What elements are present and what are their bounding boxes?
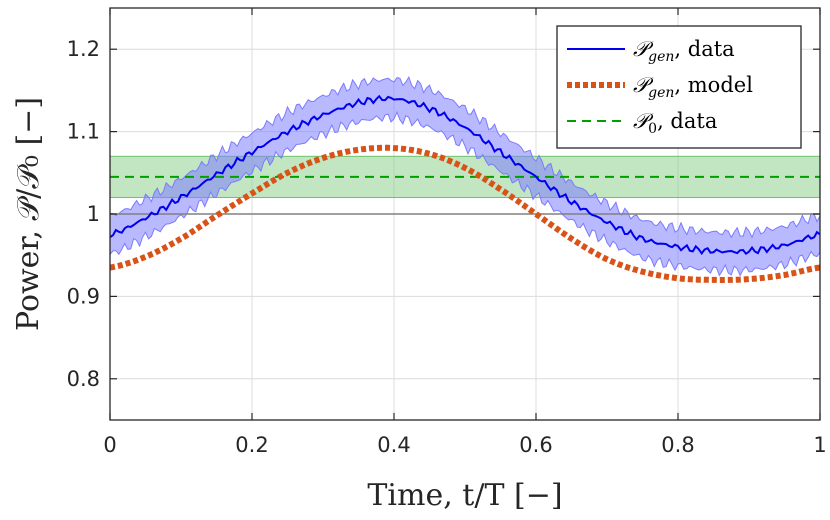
y-tick-label: 0.9 — [67, 284, 100, 308]
y-tick-label: 1 — [87, 202, 100, 226]
legend-box — [556, 25, 802, 149]
series-line-pgen-data — [109, 94, 821, 256]
series-line-pgen-model — [109, 144, 821, 283]
legend-label: 𝒫0, data — [633, 109, 717, 137]
series-lines — [109, 94, 821, 283]
x-tick-label: 1 — [813, 433, 826, 457]
x-tick-label: 0.2 — [235, 433, 268, 457]
x-tick-label: 0.6 — [519, 433, 552, 457]
y-tick-label: 1.2 — [67, 37, 100, 61]
x-tick-label: 0.8 — [661, 433, 694, 457]
x-tick-label: 0.4 — [377, 433, 410, 457]
legend-label: 𝒫gen, model — [633, 73, 753, 101]
y-tick-label: 1.1 — [67, 120, 100, 144]
x-axis-label: Time, t/T [−] — [367, 478, 562, 513]
y-axis-label: Power, 𝒫/𝒫₀ [−] — [11, 97, 46, 331]
tick-labels: 0 0.2 0.4 0.6 0.8 1 0.8 0.9 1 1.1 1.2 — [67, 8, 827, 457]
y-tick-label: 0.8 — [67, 367, 100, 391]
x-tick-label: 0 — [103, 433, 116, 457]
